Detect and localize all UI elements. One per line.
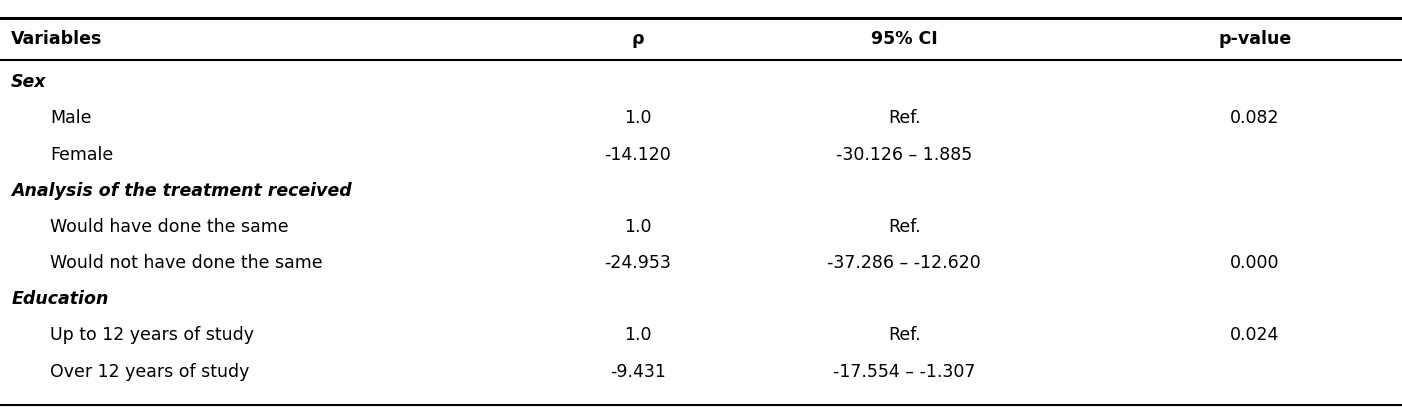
Text: 1.0: 1.0 — [624, 218, 652, 236]
Text: -14.120: -14.120 — [604, 145, 672, 164]
Text: Education: Education — [11, 290, 108, 308]
Text: Sex: Sex — [11, 73, 46, 91]
Text: 0.024: 0.024 — [1230, 326, 1280, 344]
Text: -17.554 – -1.307: -17.554 – -1.307 — [833, 363, 976, 381]
Text: Up to 12 years of study: Up to 12 years of study — [50, 326, 255, 344]
Text: Ref.: Ref. — [887, 109, 921, 127]
Text: Would not have done the same: Would not have done the same — [50, 254, 322, 272]
Text: -37.286 – -12.620: -37.286 – -12.620 — [827, 254, 981, 272]
Text: 0.082: 0.082 — [1230, 109, 1280, 127]
Text: Would have done the same: Would have done the same — [50, 218, 289, 236]
Text: -24.953: -24.953 — [604, 254, 672, 272]
Text: 95% CI: 95% CI — [871, 30, 938, 48]
Text: Female: Female — [50, 145, 114, 164]
Text: p-value: p-value — [1218, 30, 1291, 48]
Text: Ref.: Ref. — [887, 326, 921, 344]
Text: Over 12 years of study: Over 12 years of study — [50, 363, 250, 381]
Text: ρ: ρ — [632, 30, 644, 48]
Text: 1.0: 1.0 — [624, 109, 652, 127]
Text: -30.126 – 1.885: -30.126 – 1.885 — [836, 145, 973, 164]
Text: Male: Male — [50, 109, 93, 127]
Text: Variables: Variables — [11, 30, 102, 48]
Text: Analysis of the treatment received: Analysis of the treatment received — [11, 182, 352, 200]
Text: Ref.: Ref. — [887, 218, 921, 236]
Text: 0.000: 0.000 — [1230, 254, 1280, 272]
Text: -9.431: -9.431 — [610, 363, 666, 381]
Text: 1.0: 1.0 — [624, 326, 652, 344]
